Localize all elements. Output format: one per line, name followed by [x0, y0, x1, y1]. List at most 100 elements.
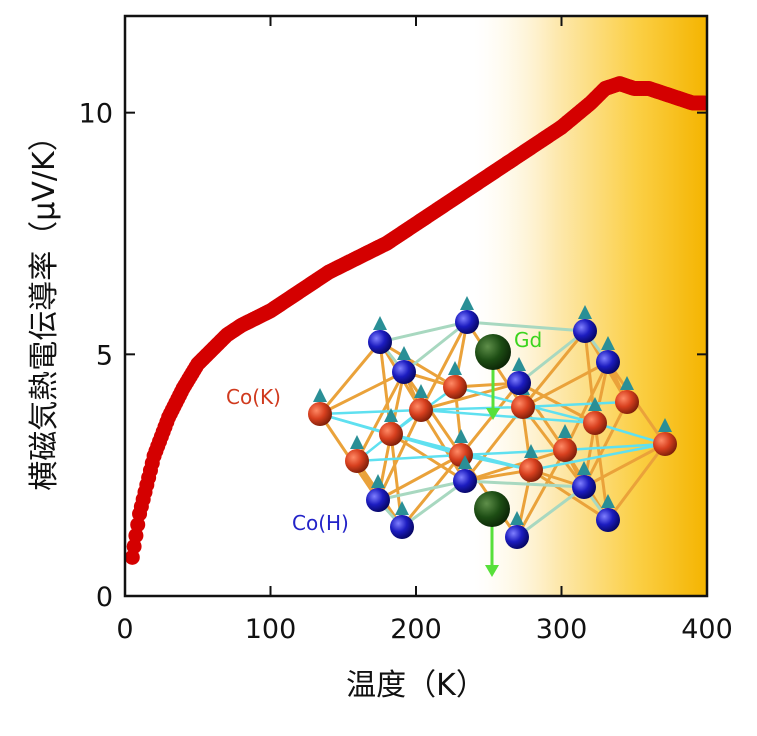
spin-cone [620, 376, 634, 390]
bond [376, 409, 423, 501]
y-tick-label: 0 [96, 582, 113, 613]
bond-hex [379, 320, 468, 344]
x-tick-label: 300 [536, 614, 588, 645]
y-tick-label: 5 [96, 340, 113, 371]
bond [463, 406, 525, 482]
spin-cone [460, 296, 474, 310]
bond [419, 409, 467, 482]
co-h-atom [596, 350, 620, 374]
label-gd: Gd [514, 328, 542, 352]
bond [582, 401, 629, 488]
bond [400, 454, 463, 528]
co-h-atom [390, 515, 414, 539]
bond [583, 442, 666, 489]
bond [419, 321, 469, 411]
spin-cone [512, 357, 526, 371]
bond-cyan [522, 400, 628, 409]
co-k-atom [553, 438, 577, 462]
spin-cone [578, 305, 592, 319]
bond-cyan [594, 421, 666, 446]
co-h-atom [455, 310, 479, 334]
spin-cone [414, 384, 428, 398]
bond [563, 361, 610, 451]
bond-cyan [420, 405, 524, 412]
label-co-h: Co(H) [292, 511, 349, 535]
spin-cone [601, 494, 615, 508]
x-tick-label: 0 [116, 614, 133, 645]
x-axis-title: 温度（K） [346, 668, 486, 703]
y-tick-label: 10 [79, 99, 113, 130]
bond [530, 468, 609, 522]
bond [420, 381, 520, 412]
bond-cyan [356, 453, 462, 463]
gd-atom [474, 491, 510, 527]
spin-cone [558, 424, 572, 438]
bond [319, 370, 405, 416]
co-h-atom [507, 371, 531, 395]
co-h-atom [505, 525, 529, 549]
spin-cone [577, 461, 591, 475]
crystal-structure-inset [308, 296, 677, 577]
spin-cone [395, 501, 409, 515]
gd-spin-arrowhead [485, 565, 499, 577]
x-tick-label: 200 [390, 614, 442, 645]
co-h-atom [596, 508, 620, 532]
spin-cone [448, 361, 462, 375]
gd-spin-arrowhead [486, 408, 500, 420]
spin-cone [454, 429, 468, 443]
bond-cyan [530, 442, 666, 472]
bond [459, 382, 521, 456]
bond [522, 360, 609, 409]
bond-hex [401, 479, 466, 529]
x-tick-label: 100 [245, 614, 297, 645]
bond-hex [516, 485, 585, 539]
bond [355, 371, 406, 462]
spin-cone [601, 336, 615, 350]
data-points [125, 76, 707, 565]
bond-cyan [420, 408, 596, 425]
bond-hex [464, 479, 585, 489]
bond [521, 330, 587, 408]
co-h-atom [368, 330, 392, 354]
co-k-atom [409, 398, 433, 422]
co-k-atom [443, 375, 467, 399]
spin-cone [510, 511, 524, 525]
bond-hex [518, 329, 586, 385]
co-h-atom [572, 475, 596, 499]
spin-cone [371, 474, 385, 488]
bond-hex [377, 479, 466, 502]
bond-cyan [319, 408, 422, 416]
bond [377, 453, 462, 502]
bond-hex [466, 320, 586, 333]
axes: 0 100 200 300 400 0 5 10 [79, 16, 733, 645]
bond [606, 443, 667, 521]
y-axis-title: 横磁気熱電伝導率（μV/K） [27, 121, 62, 490]
spin-cone [373, 316, 387, 330]
spin-cone [588, 397, 602, 411]
co-h-atom [366, 488, 390, 512]
co-k-atom [615, 390, 639, 414]
bond [402, 371, 463, 456]
spin-cone [458, 455, 472, 469]
co-k-atom [511, 395, 535, 419]
bond-hex [403, 320, 468, 374]
x-tick-label: 400 [681, 614, 733, 645]
spin-cone [313, 388, 327, 402]
label-co-k: Co(K) [226, 385, 281, 409]
spin-cone [524, 444, 538, 458]
co-k-atom [379, 422, 403, 446]
spin-cone [384, 408, 398, 422]
co-k-atom [519, 458, 543, 482]
bond-cyan [319, 412, 392, 436]
co-k-atom [653, 432, 677, 456]
co-k-atom [583, 411, 607, 435]
co-k-atom [308, 402, 332, 426]
co-h-atom [573, 319, 597, 343]
spin-cone [397, 346, 411, 360]
co-k-atom [345, 449, 369, 473]
spin-cone [658, 418, 672, 432]
co-h-atom [392, 360, 416, 384]
bond [379, 340, 456, 389]
bond-cyan [564, 442, 666, 452]
